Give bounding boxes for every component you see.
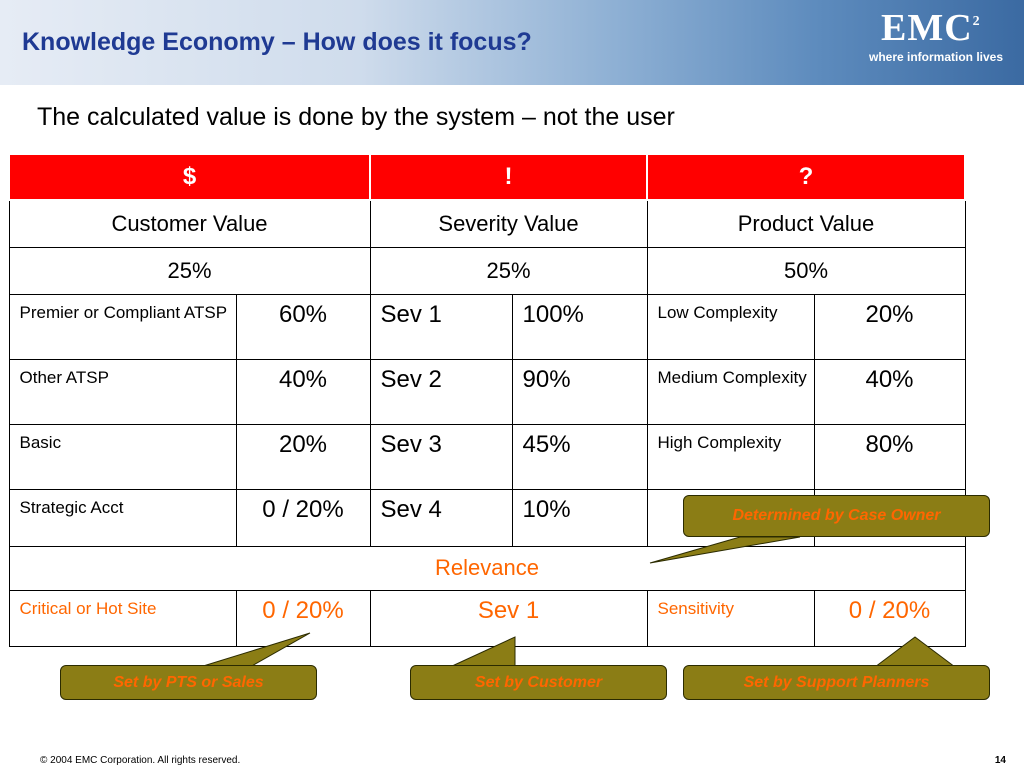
customer-type: Basic [8, 423, 237, 490]
pts-sales-pointer [199, 632, 311, 668]
severity-percent: 90% [511, 358, 648, 425]
severity-percent: 10% [511, 488, 648, 547]
critical-site-label: Critical or Hot Site [8, 589, 237, 647]
callout-customer: Set by Customer [410, 665, 667, 700]
product-percent: 80% [813, 423, 966, 490]
severity-percent: 100% [511, 293, 648, 360]
case-owner-pointer [649, 536, 801, 564]
support-planners-pointer [873, 636, 957, 668]
slide-title: Knowledge Economy – How does it focus? [22, 28, 532, 56]
slide-header: Knowledge Economy – How does it focus? E… [0, 0, 1024, 85]
product-complexity: Low Complexity [646, 293, 815, 360]
relevance-label: Relevance [8, 545, 966, 591]
product-complexity: High Complexity [646, 423, 815, 490]
customer-pointer [449, 636, 516, 668]
question-symbol-header: ? [646, 153, 966, 201]
slide-subtitle: The calculated value is done by the syst… [37, 103, 675, 131]
weight-severity: 25% [369, 246, 648, 295]
product-percent: 20% [813, 293, 966, 360]
table-row: Critical or Hot Site 0 / 20% Sev 1 Sensi… [8, 589, 966, 647]
category-product-value: Product Value [646, 199, 966, 248]
sensitivity-percent: 0 / 20% [813, 589, 966, 647]
page-number: 14 [994, 755, 1006, 766]
severity-level: Sev 4 [369, 488, 513, 547]
logo-tagline: where information lives [869, 50, 1004, 64]
customer-percent: 0 / 20% [235, 488, 371, 547]
callout-case-owner: Determined by Case Owner [683, 495, 990, 537]
customer-percent: 60% [235, 293, 371, 360]
category-severity-value: Severity Value [369, 199, 648, 248]
severity-level: Sev 2 [369, 358, 513, 425]
customer-type: Other ATSP [8, 358, 237, 425]
weight-customer: 25% [8, 246, 371, 295]
copyright-text: © 2004 EMC Corporation. All rights reser… [40, 755, 241, 766]
severity-level: Sev 1 [369, 293, 513, 360]
logo-mark: EMC [881, 7, 973, 49]
table-row: Basic 20% Sev 3 45% High Complexity 80% [8, 423, 966, 490]
logo-superscript: 2 [972, 14, 981, 29]
product-percent: 40% [813, 358, 966, 425]
dollar-symbol-header: $ [8, 153, 371, 201]
value-table: $ ! ? Customer Value Severity Value Prod… [8, 153, 966, 647]
table-row: Other ATSP 40% Sev 2 90% Medium Complexi… [8, 358, 966, 425]
emc-logo: EMC2 where information lives [869, 8, 1004, 72]
table-row: Premier or Compliant ATSP 60% Sev 1 100%… [8, 293, 966, 360]
customer-severity: Sev 1 [369, 589, 648, 647]
callout-support-planners: Set by Support Planners [683, 665, 990, 700]
customer-type: Strategic Acct [8, 488, 237, 547]
customer-type: Premier or Compliant ATSP [8, 293, 237, 360]
exclamation-symbol-header: ! [369, 153, 648, 201]
category-customer-value: Customer Value [8, 199, 371, 248]
customer-percent: 20% [235, 423, 371, 490]
product-complexity: Medium Complexity [646, 358, 815, 425]
callout-pts-sales: Set by PTS or Sales [60, 665, 317, 700]
weight-product: 50% [646, 246, 966, 295]
severity-level: Sev 3 [369, 423, 513, 490]
